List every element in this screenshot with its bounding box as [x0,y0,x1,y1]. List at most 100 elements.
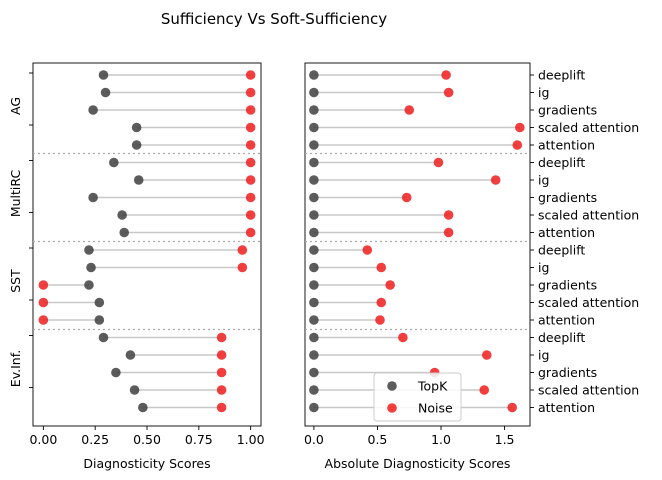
topk-point [94,297,105,308]
method-label: deeplift [538,68,585,83]
method-label: gradients [538,103,597,118]
topk-point [84,245,94,255]
noise-point [216,332,227,343]
noise-point [515,122,525,133]
topk-point [309,192,319,203]
topk-point [309,105,319,115]
method-label: scaled attention [538,208,639,223]
noise-point [245,210,256,220]
noise-point [245,227,256,238]
topk-point [309,87,319,98]
noise-point [245,140,256,150]
topk-point [309,315,319,325]
topk-point [309,367,319,378]
topk-point [309,210,319,220]
noise-point [216,385,227,395]
noise-point [38,315,49,325]
noise-point [245,192,256,203]
method-label: gradients [538,365,597,380]
noise-point [216,350,227,360]
noise-point [245,175,256,185]
legend-marker-topk [387,381,397,391]
noise-point [245,87,256,98]
legend: TopK Noise [373,372,462,422]
topk-point [309,157,319,168]
topk-point [119,227,129,238]
x-tick-label: 0.25 [81,432,109,447]
method-label: attention [538,400,595,415]
noise-point [245,70,256,80]
method-label: gradients [538,278,597,293]
topk-point [309,175,319,185]
x-tick-label: 1.0 [431,432,451,447]
topk-point [117,210,127,220]
group-label: MultiRC [8,170,23,218]
group-label: Ev.Inf. [8,350,23,387]
method-label: scaled attention [538,120,639,135]
x-tick-label: 1.00 [237,432,265,447]
topk-point [309,332,319,343]
topk-point [309,227,319,238]
legend-marker-noise [387,403,397,413]
noise-point [481,350,492,360]
group-label: SST [8,269,23,293]
topk-point [309,385,319,395]
topk-point [133,175,144,185]
topk-point [309,280,319,290]
method-label: attention [538,225,595,240]
topk-point [98,70,109,80]
chart-title: Sufficiency Vs Soft-Sufficiency [161,10,387,28]
topk-point [309,245,319,255]
noise-point [433,157,444,168]
method-label: attention [538,313,595,328]
x-axis-label: Absolute Diagnosticity Scores [325,456,511,471]
topk-point [125,350,136,360]
noise-point [375,315,385,325]
method-label: deeplift [538,243,585,258]
method-label: ig [538,85,549,100]
noise-point [237,262,248,273]
noise-point [362,245,373,255]
topk-point [84,280,94,290]
noise-point [385,280,395,290]
topk-point [309,350,319,360]
noise-point [38,280,49,290]
noise-point [443,210,454,220]
topk-point [88,105,98,115]
noise-point [401,192,412,203]
method-label: scaled attention [538,295,639,310]
left-panel: 0.00 0.25 0.50 0.75 1.00 Diagnosticity Scores… [8,62,265,471]
noise-point [443,227,454,238]
method-label: gradients [538,190,597,205]
method-label: scaled attention [538,383,639,398]
noise-point [398,332,408,343]
method-label: deeplift [538,155,585,170]
x-tick-label: 0.75 [185,432,213,447]
noise-point [216,367,227,378]
topk-point [309,262,319,273]
noise-point [507,402,518,413]
topk-point [309,140,319,150]
noise-point [404,105,415,115]
topk-point [309,402,319,413]
topk-point [309,297,319,308]
noise-point [245,105,256,115]
method-label: deeplift [538,330,585,345]
plot-frame [304,62,531,427]
noise-point [441,70,451,80]
plot-frame [32,62,262,427]
topk-point [94,315,105,325]
noise-point [376,262,387,273]
x-tick-label: 0.50 [133,432,161,447]
legend-label-topk: TopK [417,379,448,394]
topk-point [98,332,109,343]
noise-point [216,402,227,413]
noise-point [237,245,248,255]
topk-point [100,87,111,98]
method-label: ig [538,260,549,275]
x-axis-label: Diagnosticity Scores [83,456,210,471]
topk-point [109,157,119,168]
group-label: AG [8,97,23,115]
